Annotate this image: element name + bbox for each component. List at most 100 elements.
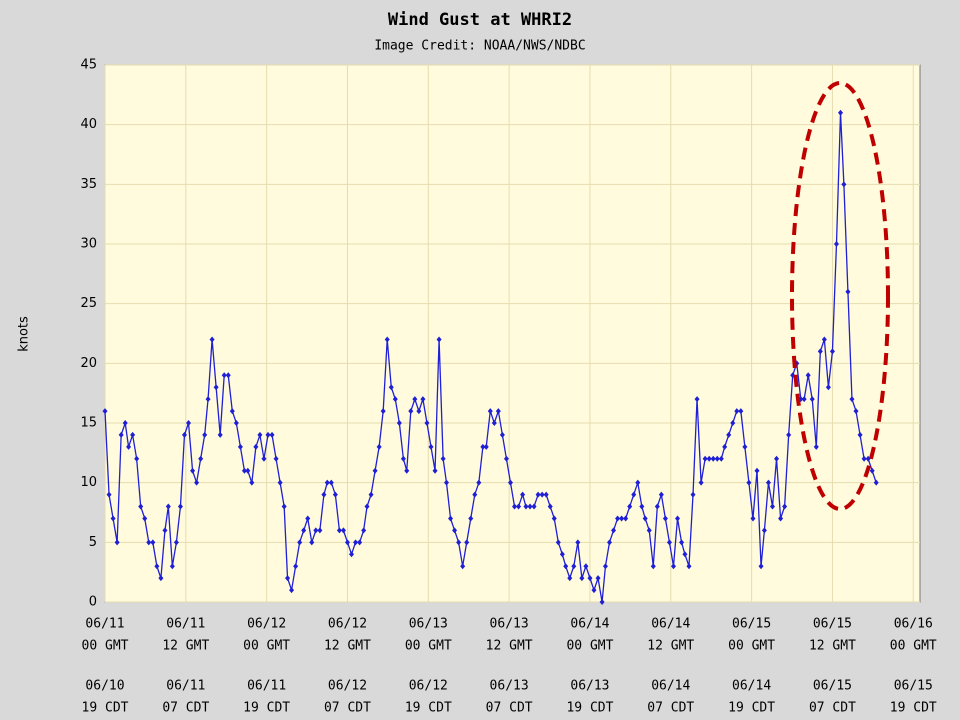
data-point	[520, 491, 526, 498]
data-point	[202, 431, 208, 438]
data-point	[118, 431, 124, 438]
data-point	[778, 515, 784, 522]
data-point	[388, 384, 394, 391]
data-point	[480, 443, 486, 450]
y-tick-label: 0	[89, 595, 97, 610]
data-point	[460, 563, 466, 570]
data-point	[710, 455, 716, 462]
y-tick-label: 40	[80, 117, 97, 132]
data-point	[126, 443, 132, 450]
data-point	[217, 431, 223, 438]
data-point	[706, 455, 712, 462]
data-point	[722, 443, 728, 450]
data-point	[432, 467, 438, 474]
data-point	[547, 503, 553, 510]
data-point	[349, 551, 355, 558]
x-tick-label: 06/12	[328, 679, 367, 694]
data-point	[583, 563, 589, 570]
x-tick-label: 00 GMT	[728, 639, 775, 654]
x-tick-label: 06/12	[247, 617, 286, 632]
y-tick-label: 25	[80, 296, 97, 311]
data-point	[146, 539, 152, 546]
data-point	[642, 515, 648, 522]
y-axis-label: knots	[17, 316, 32, 352]
y-tick-label: 10	[80, 475, 97, 490]
data-point	[698, 479, 704, 486]
data-point	[321, 491, 327, 498]
data-point	[158, 575, 164, 582]
x-tick-label: 06/14	[651, 679, 690, 694]
data-point	[198, 455, 204, 462]
data-point	[869, 467, 875, 474]
data-point	[543, 491, 549, 498]
data-point	[428, 443, 434, 450]
data-point	[499, 431, 505, 438]
data-point	[440, 455, 446, 462]
data-point	[738, 408, 744, 415]
data-point	[213, 384, 219, 391]
data-point	[595, 575, 601, 582]
x-tick-label: 06/11	[166, 617, 205, 632]
x-tick-label: 06/13	[570, 679, 609, 694]
data-point	[396, 420, 402, 426]
data-point	[650, 563, 656, 570]
data-point	[631, 491, 637, 498]
x-tick-label: 07 CDT	[647, 701, 694, 716]
x-tick-label: 19 CDT	[243, 701, 290, 716]
data-point	[317, 527, 323, 534]
data-point	[829, 348, 835, 355]
x-tick-label: 06/12	[409, 679, 448, 694]
data-point	[690, 491, 696, 498]
data-point	[801, 396, 807, 403]
x-tick-label: 06/14	[651, 617, 690, 632]
x-tick-label: 12 GMT	[324, 639, 371, 654]
x-tick-label: 19 CDT	[566, 701, 613, 716]
x-tick-label: 00 GMT	[566, 639, 613, 654]
data-point	[646, 527, 652, 534]
data-point	[555, 539, 561, 546]
y-tick-label: 30	[80, 237, 97, 252]
data-point	[491, 420, 497, 426]
data-point	[169, 563, 175, 570]
data-point	[734, 408, 740, 415]
x-tick-label: 06/11	[247, 679, 286, 694]
data-point	[591, 587, 597, 594]
data-point	[340, 527, 346, 534]
x-tick-label: 12 GMT	[647, 639, 694, 654]
data-point	[627, 503, 633, 510]
data-point	[503, 455, 509, 462]
x-tick-label: 06/16	[894, 617, 933, 632]
data-point	[464, 539, 470, 546]
data-point	[516, 503, 522, 510]
data-point	[730, 420, 736, 426]
data-point	[750, 515, 756, 522]
data-point	[106, 491, 112, 498]
data-point	[679, 539, 685, 546]
data-point	[122, 420, 128, 426]
data-point	[368, 491, 374, 498]
data-point	[606, 539, 612, 546]
data-point	[841, 181, 847, 188]
data-point	[825, 384, 831, 391]
data-point	[675, 515, 681, 522]
data-point	[138, 503, 144, 510]
data-point	[611, 527, 617, 534]
data-point	[587, 575, 593, 582]
data-point	[400, 455, 406, 462]
y-tick-label: 45	[80, 58, 97, 73]
data-point	[424, 420, 430, 426]
data-point	[694, 396, 700, 403]
data-point	[416, 408, 422, 415]
data-point	[253, 443, 259, 450]
x-tick-label: 12 GMT	[486, 639, 533, 654]
data-point	[805, 372, 811, 379]
data-point	[404, 467, 410, 474]
data-point	[332, 491, 338, 498]
y-tick-label: 20	[80, 356, 97, 371]
data-point	[456, 539, 462, 546]
data-point	[165, 503, 171, 510]
data-point	[761, 527, 767, 534]
data-point	[654, 503, 660, 510]
data-point	[221, 372, 227, 379]
x-tick-label: 07 CDT	[809, 701, 856, 716]
